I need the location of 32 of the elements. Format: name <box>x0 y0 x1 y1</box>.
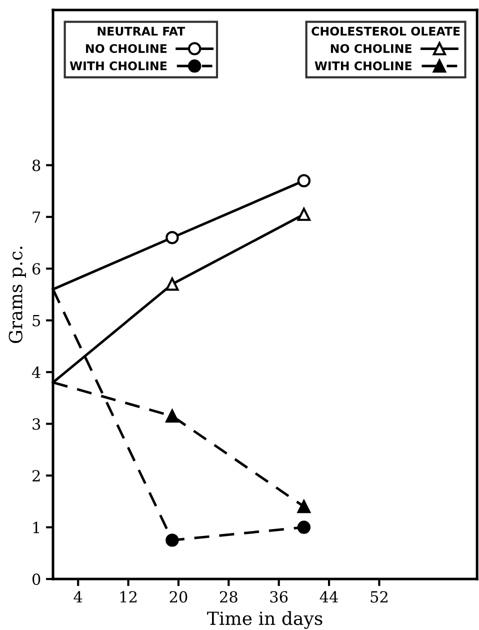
x-tick-label: 12 <box>120 591 136 602</box>
y-tick-label: 4 <box>32 366 40 378</box>
legend-label: NO CHOLINE <box>330 44 412 53</box>
legend-label: WITH CHOLINE <box>70 61 167 70</box>
y-tick-label: 3 <box>32 418 40 430</box>
y-tick-label: 2 <box>32 470 40 482</box>
point <box>297 520 311 534</box>
x-tick-label: 4 <box>74 591 82 602</box>
x-tick-label: 20 <box>170 591 188 603</box>
point <box>297 174 311 188</box>
legend-label: NO CHOLINE <box>86 44 167 53</box>
y-tick-label: 1 <box>33 522 40 534</box>
point <box>297 500 311 514</box>
y-axis-title: Grams p.c. <box>8 246 26 344</box>
point <box>166 231 179 244</box>
y-tick-label: 5 <box>32 315 40 326</box>
point <box>166 534 179 547</box>
annotation: CHOLESTEROL OLEATE <box>312 26 460 36</box>
point <box>297 208 311 221</box>
x-tick-label: 28 <box>220 591 238 603</box>
point <box>166 409 179 423</box>
x-tick-label: 52 <box>370 591 388 603</box>
point <box>166 278 179 291</box>
annotation: NEUTRAL FAT <box>98 26 186 36</box>
legend-label: WITH CHOLINE <box>314 61 412 70</box>
x-tick-label: 36 <box>270 591 288 603</box>
y-tick-label: 0 <box>32 573 40 586</box>
y-tick-label: 8 <box>32 160 40 172</box>
x-tick-label: 44 <box>320 591 338 602</box>
y-tick-label: 7 <box>32 212 40 223</box>
y-tick-label: 6 <box>32 263 40 275</box>
x-axis-title: Time in days <box>207 611 322 629</box>
